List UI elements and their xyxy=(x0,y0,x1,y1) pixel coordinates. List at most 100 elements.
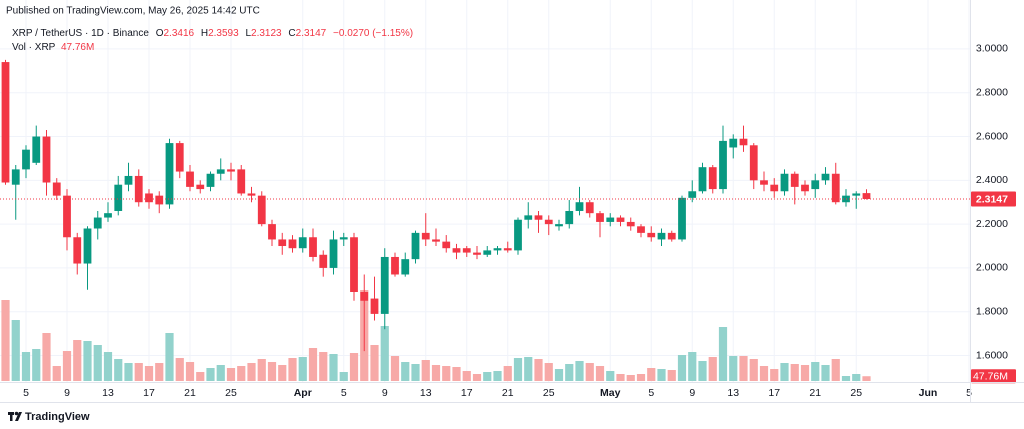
candle-body xyxy=(667,232,676,240)
volume-bar xyxy=(749,359,758,381)
volume-bar xyxy=(862,376,871,381)
volume-bar xyxy=(216,365,225,381)
volume-bar xyxy=(770,369,779,381)
legend-line: XRP / TetherUS · 1D · Binance O2.3416 H2… xyxy=(12,28,413,39)
high-value: 2.3593 xyxy=(208,28,239,39)
volume-bar xyxy=(565,364,574,381)
candle-body xyxy=(186,171,194,187)
candle-body xyxy=(165,143,174,205)
brand-logo xyxy=(8,411,22,421)
candle-body xyxy=(483,250,492,255)
candle-body xyxy=(801,184,809,192)
candle-body xyxy=(52,182,61,196)
volume-bar xyxy=(175,358,184,381)
x-tick-label: 21 xyxy=(502,387,514,399)
candle-body xyxy=(544,219,553,225)
volume-bar xyxy=(811,362,820,381)
candle-body xyxy=(339,237,348,240)
x-tick-label: Apr xyxy=(294,387,312,399)
candle-body xyxy=(585,202,594,214)
candle-body xyxy=(831,173,840,203)
volume-bar xyxy=(790,364,799,381)
candle-body xyxy=(606,217,615,222)
volume-bar xyxy=(585,363,594,381)
candle-body xyxy=(22,149,30,170)
candle-body xyxy=(432,239,440,242)
volume-bar xyxy=(688,352,697,381)
volume-bar xyxy=(134,363,143,381)
x-tick-label: 25 xyxy=(543,387,555,399)
publisher-note: Published on TradingView.com, May 26, 20… xyxy=(6,6,260,17)
volume-bar xyxy=(196,372,205,381)
volume-bar xyxy=(165,333,174,381)
candle-body xyxy=(626,221,635,227)
volume-bar xyxy=(452,367,461,381)
volume-bar xyxy=(544,363,553,381)
x-tick-label: 17 xyxy=(143,387,155,399)
candle-body xyxy=(278,239,287,247)
candle-body xyxy=(780,173,789,192)
x-tick-label: 13 xyxy=(727,387,739,399)
volume-bar xyxy=(841,376,851,381)
x-tick-label: 25 xyxy=(850,387,862,399)
x-tick-label: 17 xyxy=(461,387,473,399)
volume-bar xyxy=(226,368,236,381)
volume-bar xyxy=(524,357,533,381)
volume-bar xyxy=(534,359,543,381)
volume-bar xyxy=(442,366,451,381)
candle-body xyxy=(698,167,707,192)
volume-bar xyxy=(431,365,441,381)
x-tick-label: 5 xyxy=(648,387,654,399)
y-tick-label: 2.0000 xyxy=(976,262,1008,274)
volume-bar xyxy=(759,366,769,381)
volume-bar xyxy=(616,374,625,381)
close-value: 2.3147 xyxy=(296,28,327,39)
candle-body xyxy=(350,237,358,292)
candle-body xyxy=(719,140,727,190)
candle-body xyxy=(770,184,779,192)
logo-part xyxy=(15,412,22,421)
volume-bar xyxy=(462,371,471,381)
candle-body xyxy=(462,248,471,253)
y-tick-label: 2.4000 xyxy=(976,174,1008,186)
volume-bar xyxy=(237,366,246,381)
volume-bar xyxy=(493,371,502,381)
volume-bar xyxy=(73,340,82,381)
volume-bar xyxy=(800,365,810,381)
volume-bar xyxy=(626,375,635,381)
candle-body xyxy=(821,173,830,181)
candle-body xyxy=(257,195,266,225)
x-tick-label: 13 xyxy=(102,387,114,399)
candle-body xyxy=(288,239,297,249)
volume-bar xyxy=(288,358,297,381)
candle-body xyxy=(93,217,102,229)
candle-body xyxy=(114,184,123,211)
volume-bar xyxy=(1,300,10,381)
volume-bar xyxy=(257,359,266,381)
volume-bar xyxy=(483,372,492,381)
volume-bar xyxy=(93,345,102,381)
y-tick-label: 3.0000 xyxy=(976,43,1008,55)
candle-body xyxy=(565,210,574,225)
candle-body xyxy=(73,237,82,264)
logo-part xyxy=(14,411,19,416)
y-tick-label: 1.6000 xyxy=(976,349,1008,361)
volume-bar xyxy=(852,374,861,381)
candle-body xyxy=(329,239,338,268)
candle-body xyxy=(124,175,133,185)
last-price-tag xyxy=(971,191,1016,207)
volume-bar xyxy=(472,374,482,381)
volume-bar xyxy=(821,365,830,381)
candle-body xyxy=(247,193,256,196)
candle-body xyxy=(134,175,143,203)
volume-bar xyxy=(667,370,676,381)
candle-body xyxy=(32,136,41,163)
x-tick-label: 9 xyxy=(689,387,695,399)
volume-bar xyxy=(708,357,717,381)
candle-body xyxy=(647,232,656,238)
volume-bar xyxy=(370,345,379,381)
volume-bar xyxy=(298,357,307,381)
candle-body xyxy=(575,202,584,211)
